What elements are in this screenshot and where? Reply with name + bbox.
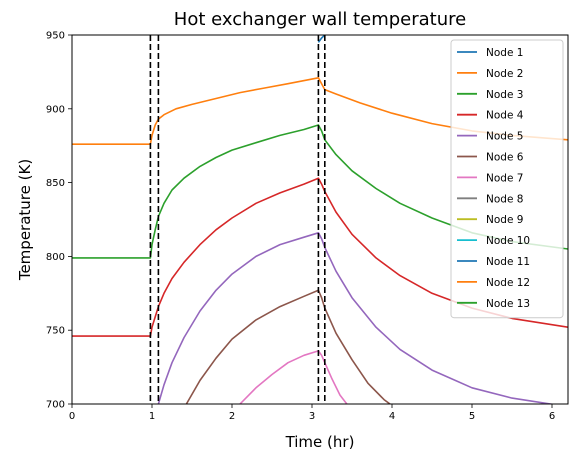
legend: Node 1 Node 2 Node 3 Node 4 Node 5 Node 6 Node… <box>450 39 564 319</box>
x-tick-label: 3 <box>309 411 315 422</box>
series-line-5 <box>157 232 556 404</box>
legend-label: Node 1 <box>486 47 523 59</box>
legend-label: Node 10 <box>486 235 530 247</box>
x-tick-label: 6 <box>549 411 555 422</box>
legend-label: Node 7 <box>486 172 523 184</box>
x-tick-label: 4 <box>389 411 395 422</box>
y-axis: 700 750 800 850 900 950 <box>46 31 72 411</box>
y-tick-label: 750 <box>46 326 65 337</box>
x-tick-label: 2 <box>229 411 235 422</box>
y-tick-label: 700 <box>46 400 65 411</box>
marker-lines <box>149 35 326 404</box>
series-line-2 <box>72 77 568 145</box>
y-axis-label: Temperature (K) <box>16 159 34 281</box>
x-axis: 0 1 2 3 4 5 6 <box>69 404 555 422</box>
x-tick-label: 0 <box>69 411 75 422</box>
legend-label: Node 4 <box>486 110 524 122</box>
y-tick-label: 950 <box>46 31 65 42</box>
x-axis-label: Time (hr) <box>285 433 355 451</box>
y-tick-label: 800 <box>46 252 65 263</box>
x-tick-label: 1 <box>149 411 155 422</box>
y-tick-label: 850 <box>46 178 65 189</box>
legend-label: Node 6 <box>486 152 524 164</box>
legend-label: Node 2 <box>486 68 523 80</box>
legend-label: Node 11 <box>486 256 530 268</box>
series-line-1 <box>317 35 326 43</box>
legend-label: Node 3 <box>486 89 523 101</box>
legend-label: Node 9 <box>486 214 523 226</box>
legend-label: Node 12 <box>486 277 530 289</box>
chart-title: Hot exchanger wall temperature <box>174 9 466 30</box>
y-tick-label: 900 <box>46 104 65 115</box>
plot-frame <box>71 34 569 405</box>
legend-label: Node 13 <box>486 298 530 310</box>
x-tick-label: 5 <box>469 411 475 422</box>
legend-label: Node 5 <box>486 131 523 143</box>
legend-box <box>450 39 564 319</box>
legend-label: Node 8 <box>486 193 523 205</box>
